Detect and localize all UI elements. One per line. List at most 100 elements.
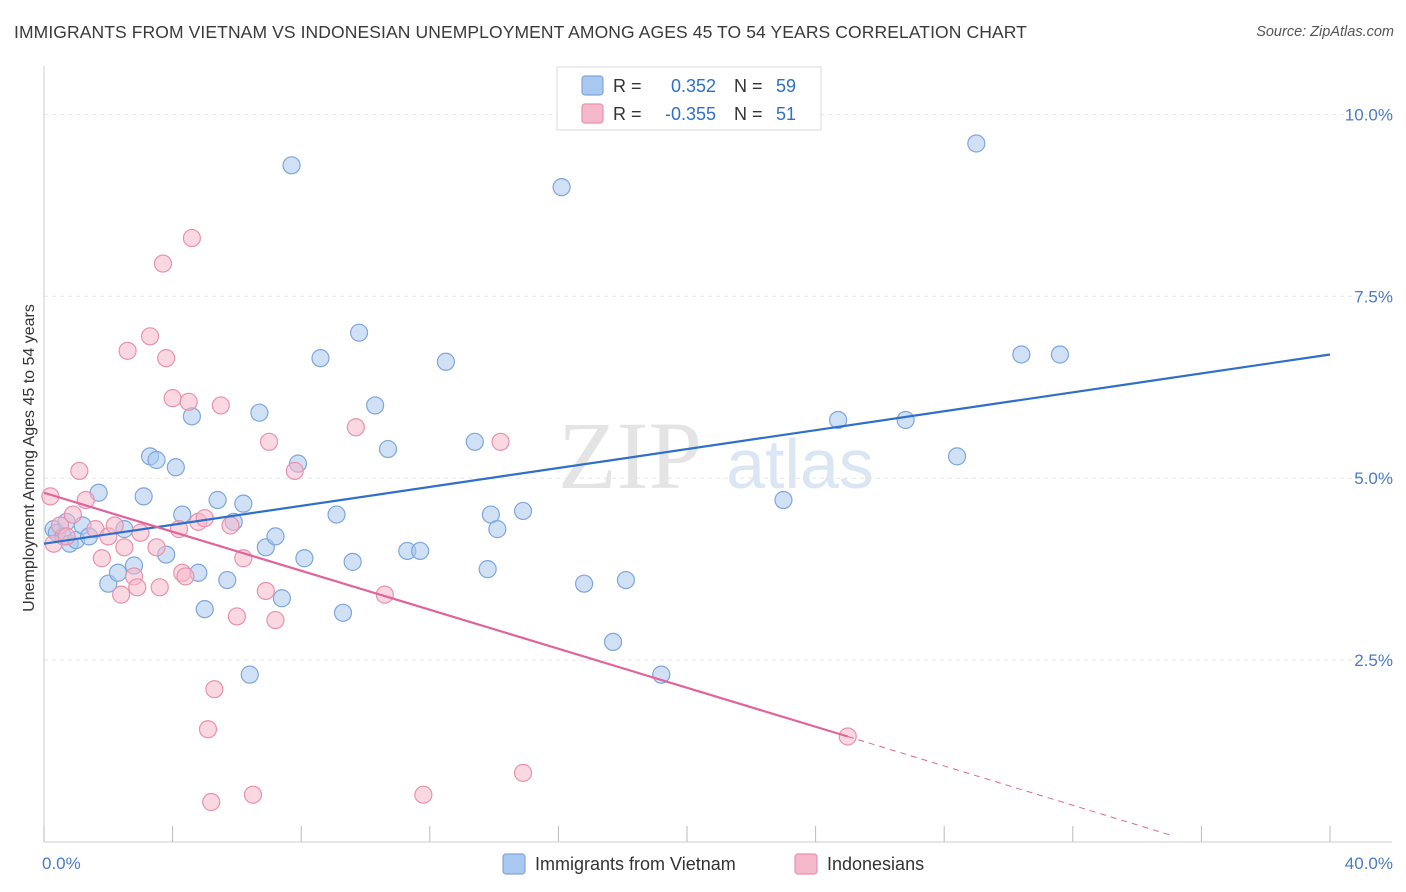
indonesians-point — [259, 432, 279, 451]
vietnam-point — [616, 570, 636, 590]
vietnam-point — [436, 352, 455, 371]
indonesians-point — [176, 567, 195, 586]
y-tick-label: 2.5% — [1354, 651, 1393, 670]
y-tick-labels: 2.5% 5.0% 7.5% 10.0% — [1345, 105, 1393, 670]
indonesians-point — [63, 505, 83, 524]
vietnam-point — [1012, 345, 1031, 364]
legend-swatch-blue — [581, 75, 604, 96]
indonesians-point — [202, 792, 221, 812]
vietnam-point — [411, 541, 430, 561]
vietnam-point — [208, 490, 227, 510]
vietnam-point — [947, 447, 967, 466]
indonesians-point — [491, 432, 510, 451]
indonesians-point — [150, 578, 169, 597]
indonesians-point — [112, 585, 131, 604]
legend-r-value-2: -0.355 — [665, 104, 716, 124]
indonesians-point — [513, 763, 533, 782]
vietnam-point — [349, 323, 369, 342]
vietnam-trend-line — [43, 353, 1331, 545]
vietnam-point — [250, 403, 269, 422]
source-label: Source: ZipAtlas.com — [1256, 24, 1394, 40]
chart-title: IMMIGRANTS FROM VIETNAM VS INDONESIAN UN… — [14, 22, 1027, 42]
legend-n-value-1: 59 — [776, 76, 796, 96]
bottom-legend-swatch-vietnam — [502, 853, 526, 875]
legend-r-label-1: R = — [613, 76, 642, 96]
indonesians-point — [131, 523, 150, 542]
vietnam-point — [333, 603, 353, 622]
y-tick-label: 7.5% — [1354, 287, 1393, 306]
vietnam-point — [366, 396, 385, 415]
vietnam-point — [218, 570, 237, 590]
series-indonesians-points — [41, 228, 857, 812]
legend-n-value-2: 51 — [776, 104, 796, 124]
grid-lines — [44, 113, 1392, 661]
bottom-legend: Immigrants from Vietnam Indonesians — [502, 853, 924, 875]
legend-box: R = 0.352 N = 59 R = -0.355 N = 51 — [556, 66, 822, 131]
indonesians-point — [205, 680, 224, 699]
x-tick-labels: 0.0% 40.0% — [42, 854, 1393, 873]
vietnam-point — [967, 134, 986, 153]
vietnam-point — [478, 560, 497, 579]
legend-r-label-2: R = — [613, 104, 642, 124]
vietnam-point — [774, 490, 793, 510]
bottom-legend-swatch-indonesians — [794, 853, 818, 875]
vietnam-point — [327, 505, 346, 524]
indonesians-point — [115, 538, 134, 557]
vietnam-point — [272, 589, 292, 608]
vietnam-point — [488, 520, 507, 539]
indonesians-point — [285, 461, 304, 481]
indonesians-point — [243, 785, 263, 804]
vietnam-point — [108, 563, 128, 582]
indonesians-point — [227, 607, 246, 626]
indonesians-point — [198, 720, 218, 739]
axes — [43, 66, 1392, 843]
vietnam-point — [378, 439, 398, 459]
vietnam-point — [266, 527, 285, 546]
legend-n-label-1: N = — [734, 76, 763, 96]
legend-n-label-2: N = — [734, 104, 763, 124]
vietnam-point — [465, 432, 484, 451]
vietnam-point — [234, 494, 253, 513]
indonesians-point — [153, 254, 173, 273]
vietnam-point — [603, 632, 623, 652]
indonesians-point — [182, 228, 201, 248]
watermark: ZIP atlas — [558, 402, 874, 509]
legend-r-value-1: 0.352 — [671, 76, 716, 96]
vietnam-point — [513, 501, 533, 521]
vietnam-point — [1050, 345, 1070, 364]
indonesians-trend-extension — [847, 736, 1170, 836]
indonesians-point — [163, 389, 182, 408]
indonesians-point — [211, 396, 230, 415]
indonesians-point — [221, 516, 240, 535]
vietnam-point — [311, 349, 330, 368]
vietnam-point — [147, 450, 166, 470]
indonesians-point — [70, 461, 89, 481]
indonesians-point — [140, 327, 160, 346]
watermark-atlas: atlas — [726, 425, 874, 503]
watermark-zip: ZIP — [558, 402, 702, 509]
indonesians-point — [92, 549, 111, 568]
vietnam-point — [295, 549, 314, 568]
vietnam-point — [343, 552, 362, 571]
vietnam-point — [829, 410, 848, 430]
indonesians-point — [414, 785, 433, 804]
indonesians-point — [118, 341, 137, 360]
legend-swatch-pink — [581, 103, 604, 124]
series-vietnam-points — [44, 134, 1070, 684]
vietnam-point — [166, 458, 185, 477]
indonesians-trend-line — [43, 491, 849, 738]
y-tick-label: 5.0% — [1354, 469, 1393, 488]
bottom-legend-label-indonesians: Indonesians — [827, 854, 924, 874]
x-tick-label: 40.0% — [1345, 854, 1393, 873]
trend-lines — [43, 353, 1331, 836]
indonesians-point — [128, 578, 147, 597]
indonesians-point — [266, 610, 285, 630]
vietnam-point — [575, 574, 594, 593]
indonesians-point — [179, 392, 198, 411]
indonesians-point — [157, 349, 176, 368]
vietnam-point — [195, 600, 214, 619]
x-tick-label: 0.0% — [42, 854, 81, 873]
vietnam-point — [134, 487, 153, 506]
bottom-legend-label-vietnam: Immigrants from Vietnam — [535, 854, 736, 874]
